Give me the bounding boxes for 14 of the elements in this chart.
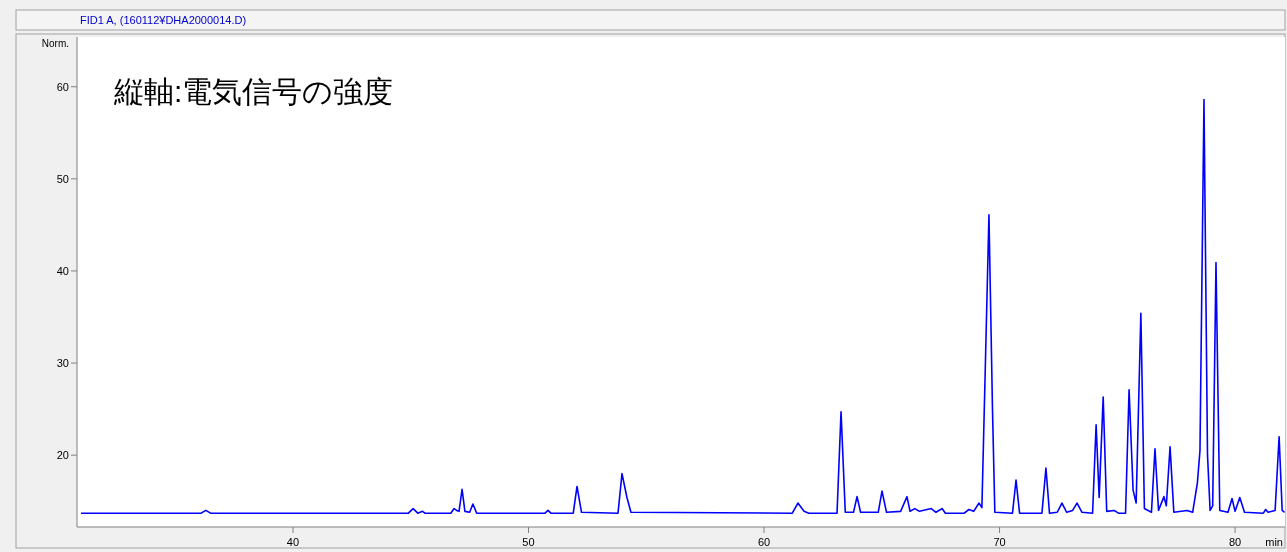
annotation: 縦軸:電気信号の強度 [113,75,394,108]
x-tick-label: 80 [1228,536,1242,548]
x-tick-label: 40 [286,536,300,548]
x-axis-title: min [1265,536,1283,548]
x-tick-label: 60 [757,536,771,548]
y-tick-label: 20 [56,449,69,462]
y-tick-label: 40 [56,264,69,277]
y-tick-label: 30 [56,357,69,370]
x-tick-label: 50 [522,536,535,548]
y-tick-label: 50 [56,172,69,185]
y-tick-label: 60 [56,80,69,93]
chart-title: FID1 A, (160112¥DHA2000014.D) [80,14,247,26]
y-axis-title: Norm. [41,38,69,49]
x-tick-label: 70 [993,536,1006,548]
